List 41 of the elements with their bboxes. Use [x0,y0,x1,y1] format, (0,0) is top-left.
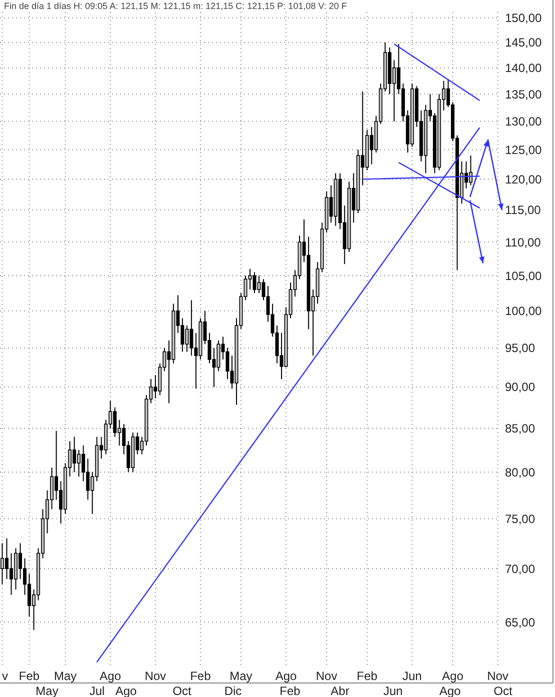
x-tick-label: Ago [442,669,464,683]
y-tick-label: 80,00 [505,465,536,480]
chart-subtitle: Fin de día 1 días H: 09:05 A: 121,15 M: 121,15 m: 121,15 C: 121,15 P: 101,08 V: 20 F [4,1,348,11]
y-tick-label: 70,00 [505,562,536,576]
y-tick-label: 90,00 [505,380,536,394]
y-tick-label: 125,00 [505,142,542,157]
y-tick-label: 115,00 [505,203,542,218]
y-tick-label: 110,00 [505,235,542,250]
y-tick-label: 135,00 [505,87,542,102]
text: Abr [330,684,350,697]
candlestick [0,542,4,585]
x-tick-label: Nov [316,669,338,683]
text: Feb [280,684,301,697]
y-tick-label: 145,00 [505,36,542,50]
y-tick-label: 105,00 [505,268,542,283]
x-tick-label: Nov [144,669,166,683]
x-tick-label: Ago [100,669,122,683]
x-tick-label: Jun [402,669,422,683]
x-tick-label: May [230,669,252,683]
y-tick-label: 95,00 [505,341,536,356]
y-tick-label: 140,00 [505,61,542,76]
y-tick-label: 130,00 [505,114,542,129]
x-tick-label: Feb [18,669,40,683]
x-tick-label: Feb [190,669,212,683]
x-tick-label: Nov [487,669,508,683]
text: Dic [224,684,242,697]
y-tick-label: 75,00 [505,512,536,526]
y-tick-label: 85,00 [505,422,536,436]
text: Jun [383,684,403,697]
y-tick-label: 120,00 [505,172,542,186]
y-tick-label: 100,00 [505,304,542,318]
x-tick-label: May [54,669,77,683]
y-tick-label: 150,00 [505,11,542,26]
candlestick [468,155,472,186]
x-tick-label: v [2,669,8,683]
y-tick-label: 65,00 [505,615,536,630]
text: Oct [172,684,192,697]
text: Jul [89,684,105,697]
x-tick-label: Ago [275,669,298,683]
text: Oct [494,684,513,697]
x-tick-label: Feb [356,669,378,683]
